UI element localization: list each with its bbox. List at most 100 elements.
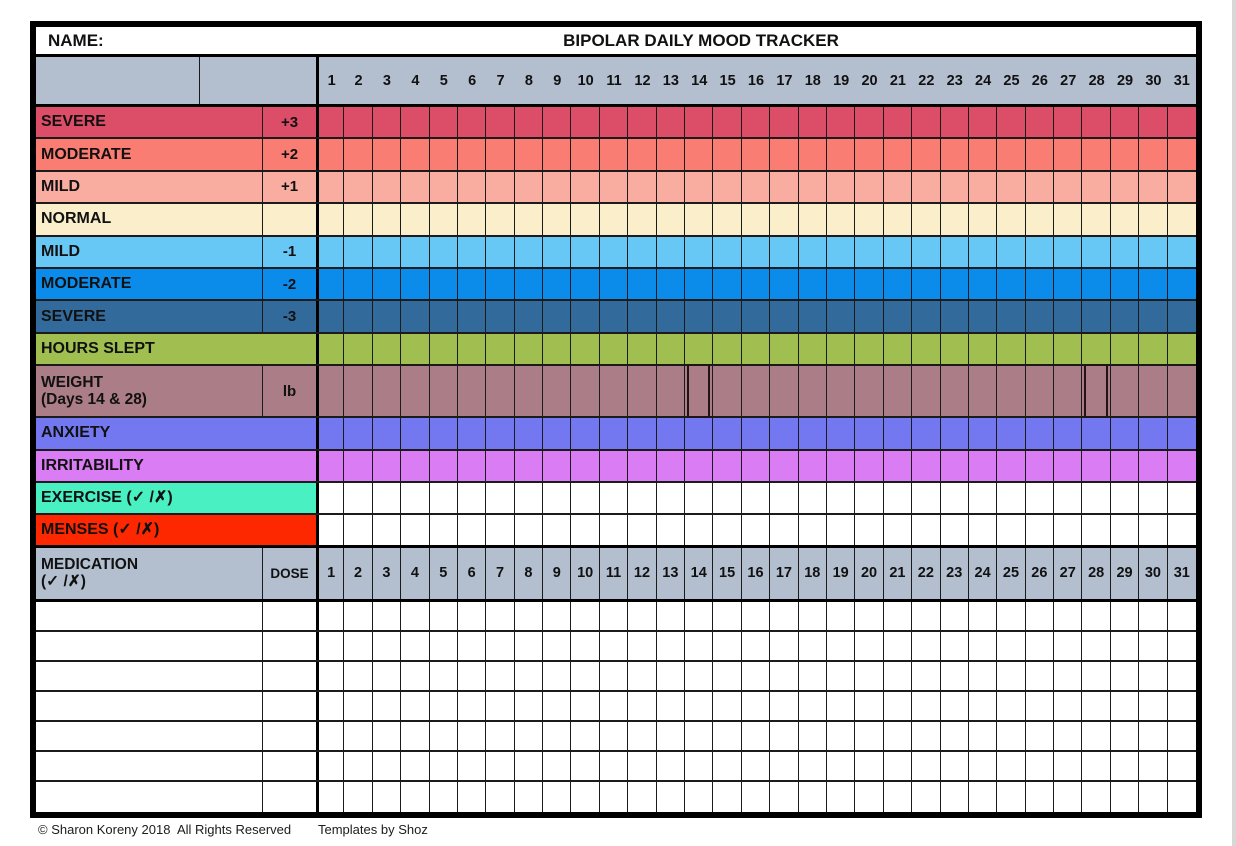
medication-row-5-day-26[interactable] (1025, 721, 1055, 750)
medication-row-6-day-4[interactable] (401, 751, 430, 780)
cell-mild-minus1-day-15[interactable] (713, 236, 742, 267)
cell-mild-minus1-day-10[interactable] (571, 236, 600, 267)
cell-irritability-day-24[interactable] (968, 450, 998, 481)
medication-row-1-day-23[interactable] (940, 601, 969, 630)
cell-moderate-minus2-day-10[interactable] (571, 268, 600, 300)
cell-severe-plus3-day-30[interactable] (1139, 107, 1168, 138)
cell-weight-day-22[interactable] (912, 366, 941, 417)
cell-mild-minus1-day-17[interactable] (770, 236, 799, 267)
cell-severe-plus3-day-29[interactable] (1110, 107, 1140, 138)
cell-weight-day-24[interactable] (968, 366, 998, 417)
cell-severe-plus3-day-13[interactable] (656, 107, 686, 138)
cell-menses-day-5[interactable] (429, 515, 458, 545)
medication-name-cell-3[interactable] (36, 661, 263, 690)
cell-irritability-day-5[interactable] (429, 450, 458, 481)
cell-mild-minus1-day-12[interactable] (628, 236, 657, 267)
cell-severe-minus3-day-3[interactable] (372, 301, 402, 332)
medication-row-7-day-18[interactable] (798, 781, 827, 812)
cell-moderate-plus2-day-19[interactable] (826, 139, 856, 170)
medication-row-3-day-28[interactable] (1082, 661, 1111, 690)
medication-row-4-day-19[interactable] (826, 691, 856, 720)
medication-row-5-day-31[interactable] (1167, 721, 1196, 750)
cell-anxiety-day-22[interactable] (912, 418, 941, 449)
medication-row-2-day-4[interactable] (401, 631, 430, 660)
cell-hours-slept-day-2[interactable] (344, 333, 373, 365)
cell-normal-day-24[interactable] (968, 204, 998, 235)
cell-menses-day-24[interactable] (968, 515, 998, 545)
cell-weight-day-18[interactable] (798, 366, 827, 417)
cell-mild-plus1-day-13[interactable] (656, 171, 686, 203)
cell-moderate-minus2-day-14[interactable] (685, 268, 714, 300)
medication-row-7-day-27[interactable] (1054, 781, 1083, 812)
medication-row-7-day-28[interactable] (1082, 781, 1111, 812)
cell-severe-plus3-day-25[interactable] (997, 107, 1026, 138)
cell-moderate-minus2-day-17[interactable] (770, 268, 799, 300)
cell-severe-plus3-day-5[interactable] (429, 107, 458, 138)
medication-row-2-day-3[interactable] (372, 631, 402, 660)
cell-anxiety-day-15[interactable] (713, 418, 742, 449)
cell-menses-day-7[interactable] (486, 515, 515, 545)
cell-menses-day-13[interactable] (656, 515, 686, 545)
cell-normal-day-26[interactable] (1025, 204, 1055, 235)
cell-anxiety-day-27[interactable] (1054, 418, 1083, 449)
cell-weight-day-12[interactable] (628, 366, 657, 417)
cell-moderate-plus2-day-22[interactable] (912, 139, 941, 170)
cell-menses-day-14[interactable] (685, 515, 714, 545)
medication-name-cell-1[interactable] (36, 601, 263, 630)
cell-anxiety-day-31[interactable] (1167, 418, 1196, 449)
cell-weight-day-8[interactable] (514, 366, 544, 417)
cell-hours-slept-day-23[interactable] (940, 333, 969, 365)
cell-normal-day-27[interactable] (1054, 204, 1083, 235)
cell-moderate-plus2-day-23[interactable] (940, 139, 969, 170)
medication-row-4-day-26[interactable] (1025, 691, 1055, 720)
cell-moderate-plus2-day-16[interactable] (741, 139, 771, 170)
cell-mild-minus1-day-19[interactable] (826, 236, 856, 267)
medication-row-7-day-20[interactable] (855, 781, 884, 812)
cell-weight-day-17[interactable] (770, 366, 799, 417)
cell-hours-slept-day-7[interactable] (486, 333, 515, 365)
cell-menses-day-15[interactable] (713, 515, 742, 545)
cell-normal-day-13[interactable] (656, 204, 686, 235)
cell-severe-plus3-day-27[interactable] (1054, 107, 1083, 138)
cell-anxiety-day-3[interactable] (372, 418, 402, 449)
cell-hours-slept-day-20[interactable] (855, 333, 884, 365)
cell-anxiety-day-28[interactable] (1082, 418, 1111, 449)
cell-mild-plus1-day-29[interactable] (1110, 171, 1140, 203)
medication-row-5-day-6[interactable] (457, 721, 487, 750)
medication-row-5-day-23[interactable] (940, 721, 969, 750)
cell-moderate-minus2-day-6[interactable] (457, 268, 487, 300)
cell-exercise-day-27[interactable] (1054, 482, 1083, 514)
cell-anxiety-day-17[interactable] (770, 418, 799, 449)
medication-row-4-day-14[interactable] (685, 691, 714, 720)
medication-row-4-day-11[interactable] (599, 691, 629, 720)
medication-row-4-day-23[interactable] (940, 691, 969, 720)
cell-mild-minus1-day-27[interactable] (1054, 236, 1083, 267)
medication-row-1-day-13[interactable] (656, 601, 686, 630)
cell-mild-plus1-day-26[interactable] (1025, 171, 1055, 203)
medication-row-6-day-11[interactable] (599, 751, 629, 780)
medication-name-cell-6[interactable] (36, 751, 263, 780)
cell-exercise-day-29[interactable] (1110, 482, 1140, 514)
cell-weight-day-27[interactable] (1054, 366, 1083, 417)
medication-row-4-day-30[interactable] (1139, 691, 1168, 720)
cell-anxiety-day-29[interactable] (1110, 418, 1140, 449)
medication-row-1-day-20[interactable] (855, 601, 884, 630)
medication-row-4-day-3[interactable] (372, 691, 402, 720)
medication-name-cell-4[interactable] (36, 691, 263, 720)
cell-normal-day-10[interactable] (571, 204, 600, 235)
cell-menses-day-12[interactable] (628, 515, 657, 545)
medication-row-5-day-29[interactable] (1110, 721, 1140, 750)
medication-row-7-day-9[interactable] (543, 781, 572, 812)
cell-anxiety-day-25[interactable] (997, 418, 1026, 449)
cell-severe-minus3-day-22[interactable] (912, 301, 941, 332)
cell-severe-plus3-day-7[interactable] (486, 107, 515, 138)
cell-exercise-day-16[interactable] (741, 482, 771, 514)
cell-moderate-minus2-day-16[interactable] (741, 268, 771, 300)
medication-row-7-day-25[interactable] (997, 781, 1026, 812)
cell-weight-day-25[interactable] (997, 366, 1026, 417)
cell-menses-day-26[interactable] (1025, 515, 1055, 545)
medication-row-1-day-1[interactable] (316, 601, 345, 630)
medication-row-7-day-11[interactable] (599, 781, 629, 812)
cell-severe-plus3-day-12[interactable] (628, 107, 657, 138)
cell-weight-day-7[interactable] (486, 366, 515, 417)
